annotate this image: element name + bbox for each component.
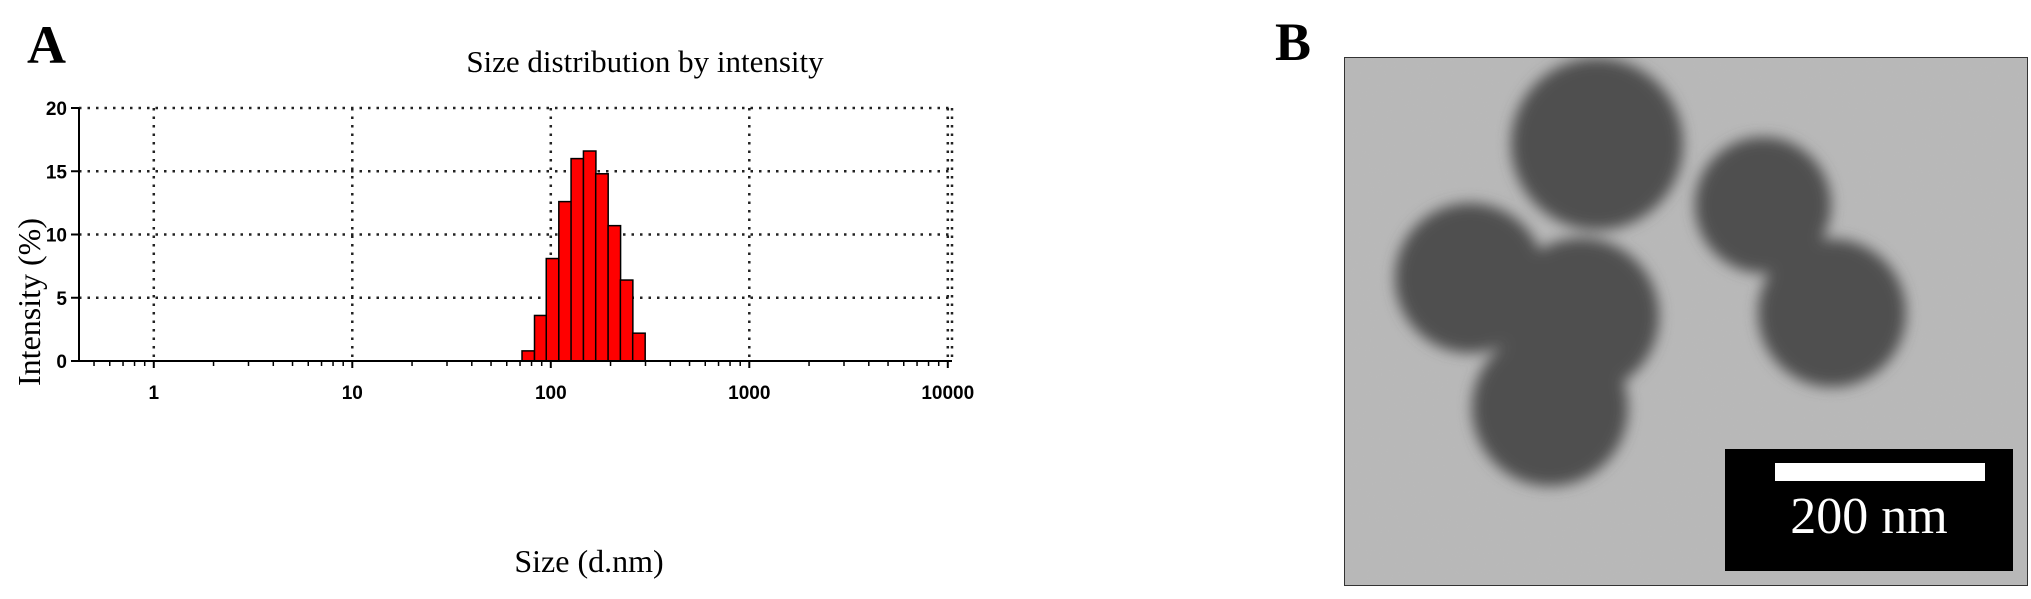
histogram-bar — [607, 224, 622, 362]
panel-b-label: B — [1275, 12, 1312, 72]
grid — [79, 106, 954, 361]
tick-labels: 0 5 10 15 20 1 10 100 1000 10000 — [46, 99, 974, 404]
histogram-bars — [521, 150, 646, 362]
nanoparticle — [1472, 330, 1628, 486]
y-tick-label: 0 — [56, 352, 67, 373]
y-axis-label: Intensity (%) — [11, 218, 47, 386]
nanoparticle — [1511, 58, 1683, 230]
x-tick-label: 1000 — [728, 383, 770, 404]
histogram-bar — [619, 279, 634, 362]
histogram-bar — [631, 332, 646, 362]
histogram-bar — [594, 173, 609, 362]
histogram-bar — [558, 200, 573, 362]
x-tick-label: 10000 — [921, 383, 974, 404]
y-tick-label: 5 — [56, 289, 67, 310]
x-axis-label: Size (d.nm) — [514, 543, 663, 579]
scale-bar-box: 200 nm — [1725, 449, 2013, 571]
nanoparticle — [1758, 239, 1906, 387]
chart-title: Size distribution by intensity — [466, 44, 824, 79]
tem-micrograph: 200 nm — [1344, 57, 2028, 586]
y-tick-label: 15 — [46, 162, 68, 183]
histogram-bar — [545, 257, 560, 362]
axes — [71, 107, 952, 368]
scale-bar-label: 200 nm — [1790, 488, 1948, 545]
panel-a-label: A — [27, 15, 66, 75]
size-distribution-chart: Size distribution by intensity Intensity… — [11, 44, 974, 579]
nanoparticle — [1695, 137, 1831, 273]
y-tick-label: 10 — [46, 226, 67, 247]
scale-bar — [1775, 463, 1985, 481]
x-tick-label: 1 — [148, 383, 159, 404]
histogram-bar — [582, 150, 597, 362]
histogram-bar — [521, 350, 536, 362]
x-tick-label: 100 — [535, 383, 567, 404]
x-tick-label: 10 — [342, 383, 363, 404]
y-tick-label: 20 — [46, 99, 67, 120]
histogram-bar — [570, 157, 585, 362]
histogram-bar — [533, 314, 548, 362]
